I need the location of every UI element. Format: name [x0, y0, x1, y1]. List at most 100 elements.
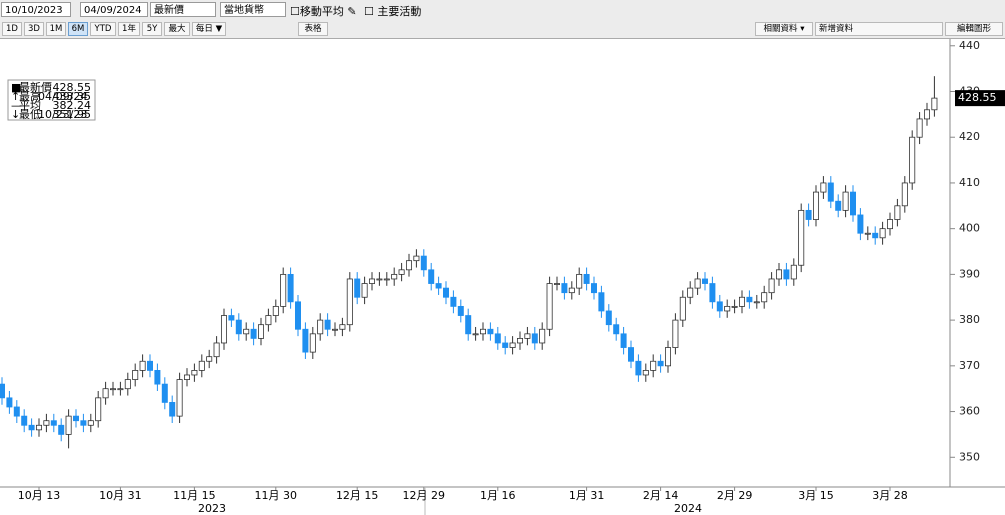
candle-body — [872, 232, 879, 239]
range-button[interactable]: 1年 — [118, 22, 140, 36]
range-button[interactable]: 每日 ▼ — [192, 22, 226, 36]
candle-body — [524, 333, 531, 339]
candle-body — [672, 319, 679, 348]
candle-body — [331, 328, 338, 331]
candle-body — [243, 328, 250, 335]
last-price-tag — [955, 90, 1005, 107]
candle-body — [472, 333, 479, 336]
table-button[interactable]: 表格 — [298, 22, 328, 36]
candle-body — [531, 333, 538, 344]
y-tick-label: 400 — [959, 222, 980, 235]
candle-body — [665, 347, 672, 367]
x-tick-label: 3月 15 — [798, 489, 834, 502]
candle-body — [539, 328, 546, 344]
candle-body — [206, 356, 213, 362]
candle-body — [43, 420, 50, 426]
candle-body — [146, 360, 153, 371]
legend-date: 10/23/23 — [38, 108, 87, 121]
legend-icon: — — [11, 99, 22, 112]
candle-body — [746, 296, 753, 303]
candle-body — [776, 269, 783, 280]
candle-body — [894, 205, 901, 220]
x-tick-label: 10月 31 — [99, 489, 142, 502]
candle-body — [731, 305, 738, 308]
candle-body — [487, 328, 494, 335]
candle-body — [6, 397, 13, 408]
y-tick-label: 410 — [959, 176, 980, 189]
candle-body — [58, 424, 65, 435]
range-button[interactable]: 6M — [68, 22, 88, 36]
range-button[interactable]: 1D — [2, 22, 22, 36]
related-button[interactable]: 相關資料 ▾ — [755, 22, 813, 36]
candle-body — [220, 315, 227, 344]
candle-body — [132, 370, 139, 380]
candle-body — [835, 200, 842, 211]
candle-body — [798, 209, 805, 266]
candle-body — [694, 278, 701, 289]
candle-body — [716, 301, 723, 312]
candle-body — [850, 191, 857, 216]
legend-box — [7, 79, 96, 121]
range-button[interactable]: YTD — [90, 22, 116, 36]
candle-body — [790, 264, 797, 280]
candle-body — [628, 347, 635, 362]
candle-body — [724, 305, 731, 312]
legend-icon: ↑ — [11, 90, 20, 103]
candle-body — [687, 287, 694, 298]
candle-body — [450, 296, 457, 307]
legend-value: 382.24 — [53, 99, 92, 112]
edit-button[interactable]: 編輯圖形 — [945, 22, 1003, 36]
range-button[interactable]: 3D — [24, 22, 44, 36]
start-date[interactable]: 10/10/2023 — [1, 2, 71, 17]
x-tick-label: 10月 13 — [18, 489, 61, 502]
x-tick-label: 12月 15 — [336, 489, 379, 502]
range-button[interactable]: 最大 — [164, 22, 190, 36]
y-tick-label: 360 — [959, 405, 980, 418]
candle-body — [428, 269, 435, 284]
candle-body — [154, 370, 161, 385]
legend-value: 351.95 — [53, 108, 92, 121]
candle-body — [161, 383, 168, 403]
candle-body — [924, 109, 931, 120]
candle-body — [568, 287, 575, 294]
candle-body — [583, 273, 590, 284]
candle-body — [413, 255, 420, 262]
candle-body — [265, 315, 272, 326]
checkbox[interactable]: ☐移動平均 ✎ — [290, 5, 357, 18]
range-button[interactable]: 5Y — [142, 22, 162, 36]
candle-body — [80, 420, 87, 426]
candle-body — [479, 328, 486, 335]
toolbar-top: 10/10/2023 04/09/2024 最新價 當地貨幣 ☐移動平均 ✎ ☐… — [0, 0, 1005, 20]
x-tick-label: 1月 16 — [480, 489, 516, 502]
legend-value: 433.35 — [53, 90, 92, 103]
candle-body — [598, 292, 605, 312]
candle-body — [368, 278, 375, 284]
candle-body — [346, 278, 353, 326]
candle-body — [642, 370, 649, 376]
legend-date: 04/09/24 — [38, 90, 87, 103]
candle-body — [753, 301, 760, 304]
legend-value: 428.55 — [53, 81, 92, 94]
candle-body — [317, 319, 324, 335]
candle-body — [354, 278, 361, 298]
candle-body — [21, 415, 28, 426]
end-date[interactable]: 04/09/2024 — [80, 2, 148, 17]
y-tick-label: 380 — [959, 313, 980, 326]
candle-body — [383, 278, 390, 281]
range-button[interactable]: 1M — [46, 22, 66, 36]
candle-body — [517, 338, 524, 344]
checkbox[interactable]: ☐ 主要活動 — [364, 5, 422, 18]
candle-body — [361, 283, 368, 298]
candle-body — [857, 214, 864, 234]
legend-label: 最高 — [19, 89, 41, 103]
candle-body — [102, 388, 109, 399]
candle-body — [257, 324, 264, 339]
add-data[interactable]: 新增資料 — [815, 22, 943, 36]
field-select[interactable]: 最新價 — [150, 2, 216, 17]
candle-body — [657, 360, 664, 367]
candle-body — [620, 333, 627, 348]
x-tick-label: 11月 30 — [255, 489, 298, 502]
currency-select[interactable]: 當地貨幣 — [220, 2, 286, 17]
